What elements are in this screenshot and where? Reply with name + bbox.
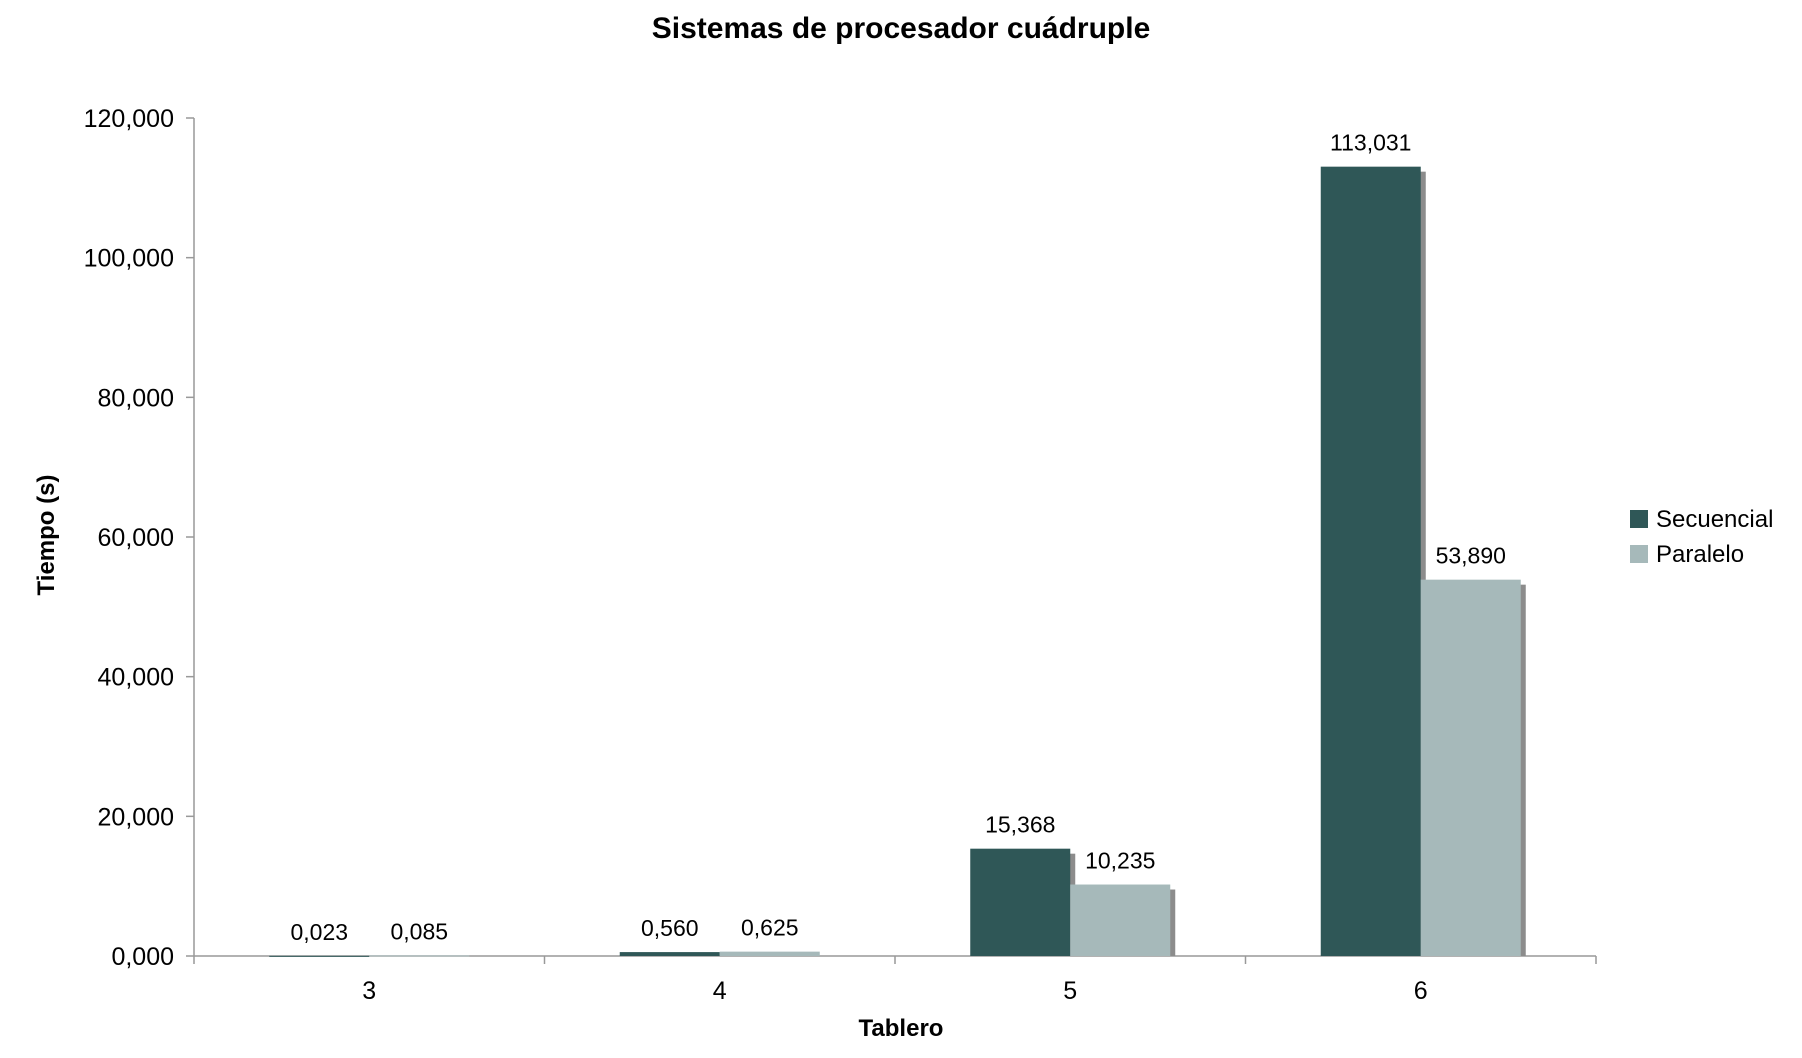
y-tick-label: 60,000 <box>98 524 174 552</box>
x-tick-label: 4 <box>713 977 727 1005</box>
y-tick-label: 120,000 <box>84 105 174 133</box>
data-label: 53,890 <box>1436 543 1506 569</box>
bars <box>269 166 1526 957</box>
data-label: 10,235 <box>1085 848 1155 874</box>
y-tick-label: 20,000 <box>98 803 174 831</box>
y-tick-label: 100,000 <box>84 245 174 273</box>
y-tick-label: 0,000 <box>111 943 174 971</box>
y-axis: 0,000 20,000 40,000 60,000 80,000 100,000 120,… <box>84 105 195 971</box>
x-tick-label: 5 <box>1063 977 1077 1005</box>
y-axis-title: Tiempo (s) <box>33 475 60 596</box>
bar-secuencial <box>970 848 1071 956</box>
data-label: 0,085 <box>390 918 448 944</box>
data-label: 15,368 <box>985 812 1055 838</box>
data-label: 0,023 <box>290 919 348 945</box>
bar-secuencial <box>1320 166 1421 956</box>
y-tick-label: 40,000 <box>98 664 174 692</box>
x-tick-label: 6 <box>1414 977 1428 1005</box>
x-axis: 3 4 5 6 <box>193 955 1597 1005</box>
legend-label-paralelo: Paralelo <box>1656 541 1744 568</box>
bar-secuencial <box>269 955 370 957</box>
legend: Secuencial Paralelo <box>1630 506 1773 568</box>
bar-paralelo <box>1420 579 1521 956</box>
legend-swatch-paralelo <box>1630 545 1648 563</box>
chart-title: Sistemas de procesador cuádruple <box>652 12 1151 45</box>
legend-swatch-secuencial <box>1630 510 1648 528</box>
y-tick-label: 80,000 <box>98 384 174 412</box>
data-label: 113,031 <box>1330 130 1411 156</box>
bar-paralelo <box>719 951 820 956</box>
x-axis-title: Tablero <box>859 1015 944 1042</box>
bar-paralelo <box>369 955 470 957</box>
bar-paralelo <box>1070 884 1171 956</box>
x-tick-label: 3 <box>362 977 376 1005</box>
legend-label-secuencial: Secuencial <box>1656 506 1773 533</box>
data-label: 0,625 <box>741 915 799 941</box>
bar-secuencial <box>619 952 720 956</box>
data-label: 0,560 <box>641 915 699 941</box>
data-labels: 0,023 0,085 0,560 0,625 15,368 10,235 113,031 5… <box>290 130 1505 945</box>
